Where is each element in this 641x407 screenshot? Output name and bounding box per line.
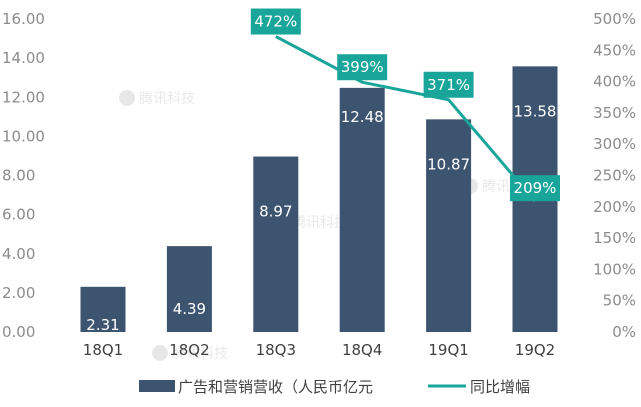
left-tick-label: 2.00	[2, 284, 35, 302]
category-axis-labels: 18Q1 18Q2 18Q3 18Q4 19Q1 19Q2	[83, 341, 555, 359]
right-tick-label: 0%	[612, 323, 636, 341]
bar-18Q3	[253, 156, 299, 332]
bar-value-label: 4.39	[173, 300, 206, 318]
left-tick-label: 10.00	[2, 127, 45, 145]
pct-callout-box	[510, 175, 560, 202]
legend-line-label: 同比增幅	[470, 378, 530, 396]
line-value-labels: 472% 399% 371% 209%	[250, 8, 560, 202]
right-tick-label: 150%	[593, 229, 636, 247]
pct-callout-19Q1: 371%	[423, 71, 474, 98]
category-label: 18Q3	[256, 341, 296, 359]
left-tick-label: 14.00	[2, 49, 45, 67]
left-tick-label: 6.00	[2, 206, 35, 224]
right-tick-label: 450%	[593, 41, 636, 59]
left-axis-ticks: 0.00 2.00 4.00 6.00 8.00 10.00 12.00 14.00 16.00	[2, 10, 45, 341]
pct-callout-label: 472%	[254, 13, 297, 31]
right-tick-label: 300%	[593, 135, 636, 153]
right-tick-label: 250%	[593, 167, 636, 185]
pct-callout-box	[423, 71, 474, 98]
bar-19Q1	[426, 119, 472, 332]
bar-value-label: 10.87	[427, 155, 470, 173]
watermark-logo-icon	[152, 345, 168, 361]
growth-line	[275, 35, 537, 203]
right-tick-label: 500%	[593, 10, 636, 28]
bar-value-label: 8.97	[259, 203, 292, 221]
legend-bar-swatch	[139, 380, 175, 392]
pct-callout-box	[337, 54, 388, 81]
right-tick-label: 350%	[593, 104, 636, 122]
category-label: 18Q2	[169, 341, 209, 359]
right-tick-label: 200%	[593, 198, 636, 216]
bar-18Q2	[166, 246, 212, 332]
bar-value-labels: 2.31 4.39 8.97 12.48 10.87 13.58	[86, 102, 556, 334]
bar-18Q1	[80, 286, 126, 332]
legend: 广告和营销营收（人民币亿元 同比增幅	[139, 378, 530, 396]
line-series	[275, 35, 537, 203]
category-label: 19Q1	[428, 341, 468, 359]
pct-callout-label: 399%	[341, 58, 384, 76]
category-label: 18Q4	[342, 341, 382, 359]
watermark-text: 腾讯科技	[172, 345, 228, 362]
watermark-text: 腾讯科技	[139, 90, 195, 107]
category-label: 18Q1	[83, 341, 123, 359]
watermark-text: 腾讯科技	[292, 214, 348, 231]
watermark-logo-icon	[119, 90, 135, 106]
right-tick-label: 400%	[593, 73, 636, 91]
left-tick-label: 4.00	[2, 245, 35, 263]
bar-18Q4	[339, 87, 385, 332]
legend-bar-label: 广告和营销营收（人民币亿元	[178, 378, 373, 396]
pct-callout-label: 209%	[514, 179, 557, 197]
bar-value-label: 2.31	[86, 316, 119, 334]
left-tick-label: 16.00	[2, 10, 45, 28]
watermark-1: 腾讯科技	[119, 90, 195, 107]
pct-callout-label: 371%	[427, 76, 470, 94]
right-tick-label: 100%	[593, 260, 636, 278]
pct-callout-box	[250, 8, 301, 35]
left-tick-label: 0.00	[2, 323, 35, 341]
right-tick-label: 50%	[603, 292, 636, 310]
watermark-4: 腾讯科技	[152, 345, 228, 362]
bar-value-label: 13.58	[514, 102, 557, 120]
category-label: 19Q2	[515, 341, 555, 359]
pct-callout-19Q2: 209%	[510, 175, 560, 202]
left-tick-label: 12.00	[2, 88, 45, 106]
left-tick-label: 8.00	[2, 167, 35, 185]
right-axis-ticks: 0% 50% 100% 150% 200% 250% 300% 350% 400% 450% 500…	[593, 10, 636, 341]
bar-value-label: 12.48	[341, 108, 384, 126]
pct-callout-18Q3: 472%	[250, 8, 301, 35]
pct-callout-18Q4: 399%	[337, 54, 388, 81]
